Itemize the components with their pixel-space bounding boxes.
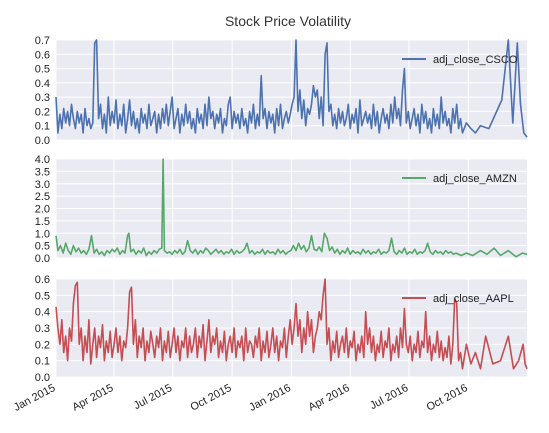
legend: adj_close_CSCO [402, 54, 518, 66]
y-tick-label: 0.0 [35, 253, 50, 265]
shared-x-axis: Jan 2015 Apr 2015 Jul 2015 Oct 2015 Jan 2016… [12, 382, 470, 414]
legend-label: adj_close_AAPL [433, 293, 514, 305]
y-tick-label: 0.1 [35, 356, 50, 368]
chart-title: Stock Price Volatility [225, 13, 351, 29]
y-tick-label: 0.5 [35, 290, 50, 302]
legend: adj_close_AMZN [402, 173, 517, 185]
y-tick-label: 1.5 [35, 216, 50, 228]
legend-label: adj_close_CSCO [433, 54, 518, 66]
series-line-adj_close_AAPL [55, 278, 528, 370]
y-tick-label: 0.5 [35, 241, 50, 253]
x-tick-label: Jul 2016 [368, 382, 410, 412]
subplots: 0.00.10.20.30.40.50.60.7adj_close_CSCO0.… [35, 35, 528, 384]
legend: adj_close_AAPL [402, 293, 514, 305]
x-tick-label: Jul 2015 [132, 382, 174, 412]
y-tick-label: 0.4 [35, 78, 50, 90]
y-tick-label: 0.4 [35, 307, 50, 319]
y-tick-label: 0.0 [35, 372, 50, 384]
y-tick-label: 0.2 [35, 106, 50, 118]
x-tick-label: Jan 2016 [247, 382, 293, 414]
y-tick-label: 0.6 [35, 274, 50, 286]
y-tick-label: 0.3 [35, 323, 50, 335]
series-line-adj_close_CSCO [55, 39, 528, 138]
x-tick-label: Oct 2016 [425, 382, 470, 414]
y-tick-label: 3.0 [35, 179, 50, 191]
y-tick-label: 0.3 [35, 92, 50, 104]
y-tick-label: 0.5 [35, 64, 50, 76]
y-tick-label: 2.0 [35, 204, 50, 216]
x-tick-label: Apr 2015 [70, 382, 115, 414]
legend-label: adj_close_AMZN [433, 173, 517, 185]
y-tick-label: 0.2 [35, 339, 50, 351]
y-tick-label: 4.0 [35, 154, 50, 166]
x-tick-label: Oct 2015 [189, 382, 234, 414]
y-tick-label: 0.0 [35, 135, 50, 147]
subplot-adj_close_AMZN: 0.00.51.01.52.02.53.03.54.0 adj_close_AMZ… [35, 154, 528, 265]
y-tick-label: 0.7 [35, 35, 50, 47]
y-tick-label: 1.0 [35, 228, 50, 240]
y-tick-label: 2.5 [35, 191, 50, 203]
subplot-adj_close_AAPL: 0.0 0.1 0.2 0.3 0.4 0.5 0.6 adj_close_AAPL [35, 274, 528, 384]
subplot-adj_close_CSCO: 0.0 0.1 0.2 0.3 0.4 0.5 0.6 0.7 adj_close_CSCO [35, 35, 528, 147]
x-tick-label: Apr 2016 [307, 382, 352, 414]
y-tick-label: 0.6 [35, 49, 50, 61]
y-tick-label: 0.1 [35, 121, 50, 133]
x-tick-label: Jan 2015 [12, 382, 58, 414]
y-tick-label: 3.5 [35, 166, 50, 178]
series-line-adj_close_AMZN [55, 158, 528, 258]
